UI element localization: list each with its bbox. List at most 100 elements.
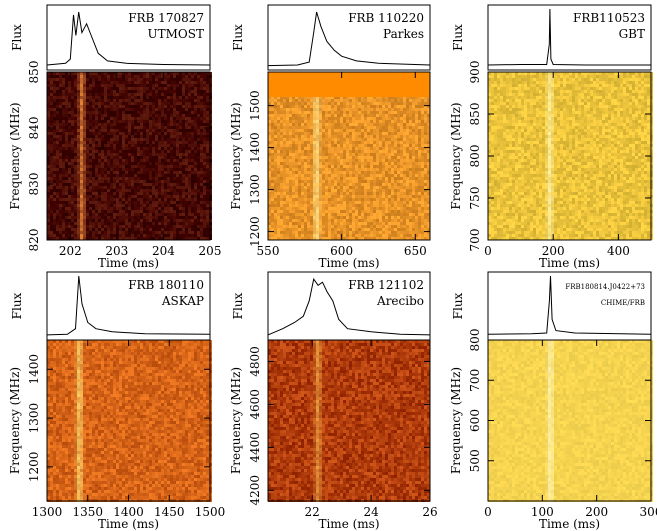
x-tick-label: 22 xyxy=(305,505,320,519)
flux-axis-label: Flux xyxy=(10,292,24,319)
x-tick-label: 600 xyxy=(330,244,353,258)
flux-profile-line xyxy=(46,275,211,336)
y-tick-label: 4600 xyxy=(248,389,262,420)
dynamic-spectrum-heatmap xyxy=(488,72,653,240)
y-axis-label: Frequency (MHz) xyxy=(449,102,463,209)
dynamic-spectrum-heatmap xyxy=(268,72,430,240)
dynamic-spectrum-heatmap xyxy=(47,72,212,240)
x-tick-label: 24 xyxy=(363,505,379,519)
x-axis-label: Time (ms) xyxy=(318,517,379,531)
x-tick-label: 400 xyxy=(607,244,630,258)
telescope-label: GBT xyxy=(619,27,645,41)
x-tick-label: 203 xyxy=(105,244,128,258)
x-tick-label: 1450 xyxy=(154,505,185,519)
y-axis-label: Frequency (MHz) xyxy=(229,102,243,209)
panel-title: FRB110523 xyxy=(573,11,645,25)
y-tick-label: 600 xyxy=(468,409,482,432)
telescope-label: ASKAP xyxy=(161,294,204,308)
y-tick-label: 1300 xyxy=(248,174,262,205)
y-tick-label: 900 xyxy=(468,61,482,84)
y-tick-label: 1500 xyxy=(248,90,262,121)
panel-title: FRB 180110 xyxy=(128,278,204,292)
flux-profile-line xyxy=(487,8,651,66)
y-axis-label: Frequency (MHz) xyxy=(8,102,22,209)
y-tick-label: 820 xyxy=(27,229,41,252)
flux-profile-line xyxy=(46,11,211,66)
flux-axis-label: Flux xyxy=(10,24,24,51)
dynamic-spectrum-heatmap xyxy=(488,340,653,502)
dynamic-spectrum-heatmap xyxy=(268,340,430,502)
x-tick-label: 650 xyxy=(404,244,427,258)
x-tick-label: 550 xyxy=(257,244,280,258)
panel-1: FRB 170827 UTMOST Flux 202 203 204 205 Time (ms… xyxy=(8,4,222,270)
y-tick-label: 800 xyxy=(468,329,482,352)
x-tick-label: 1500 xyxy=(195,505,226,519)
x-tick-label: 204 xyxy=(152,244,175,258)
panel-3: FRB110523 GBT Flux 0 200 400 Time (ms) 700 750 80… xyxy=(449,4,653,270)
flux-profile-box xyxy=(46,4,211,71)
x-tick-label: 200 xyxy=(585,505,608,519)
y-tick-label: 4400 xyxy=(248,432,262,463)
y-tick-label: 830 xyxy=(27,173,41,196)
x-tick-label: 200 xyxy=(542,244,565,258)
panel-title: FRB 170827 xyxy=(128,11,204,25)
x-axis-label: Time (ms) xyxy=(98,256,159,270)
panel-title: FRB 110220 xyxy=(348,11,424,25)
x-tick-label: 1350 xyxy=(72,505,103,519)
y-axis-label: Frequency (MHz) xyxy=(8,367,22,474)
y-tick-label: 850 xyxy=(468,103,482,126)
flux-profile-box xyxy=(46,271,211,341)
x-axis-label: Time (ms) xyxy=(539,256,600,270)
heatmap-frame xyxy=(267,71,431,241)
telescope-label: Arecibo xyxy=(376,294,424,308)
y-tick-label: 1200 xyxy=(248,216,262,247)
x-axis-label: Time (ms) xyxy=(539,517,600,531)
y-tick-label: 4200 xyxy=(248,475,262,506)
flux-profile-line xyxy=(487,275,652,335)
x-tick-label: 205 xyxy=(199,244,222,258)
flux-profile-line xyxy=(267,277,431,336)
flux-axis-label: Flux xyxy=(451,24,465,51)
x-tick-label: 300 xyxy=(640,505,657,519)
x-axis-label: Time (ms) xyxy=(98,517,159,531)
panel-title: FRB180814.J0422+73 xyxy=(565,283,645,291)
y-tick-label: 1400 xyxy=(27,354,41,385)
flux-axis-label: Flux xyxy=(231,24,245,51)
flux-profile-box xyxy=(487,271,652,341)
flux-axis-label: Flux xyxy=(451,292,465,319)
y-tick-label: 1300 xyxy=(27,403,41,434)
x-tick-label: 26 xyxy=(422,505,437,519)
y-tick-label: 500 xyxy=(468,449,482,472)
y-tick-label: 1200 xyxy=(27,452,41,483)
flux-profile-box xyxy=(487,4,652,71)
y-axis-label: Frequency (MHz) xyxy=(449,367,463,474)
y-tick-label: 750 xyxy=(468,187,482,210)
x-tick-label: 202 xyxy=(59,244,82,258)
flux-profile-box xyxy=(267,271,431,341)
x-tick-label: 1400 xyxy=(113,505,144,519)
telescope-label: UTMOST xyxy=(148,27,204,41)
y-tick-label: 700 xyxy=(468,229,482,252)
heatmap-frame xyxy=(46,71,211,241)
x-tick-label: 100 xyxy=(531,505,554,519)
panel-title: FRB 121102 xyxy=(348,278,424,292)
y-tick-label: 1400 xyxy=(248,132,262,163)
y-tick-label: 840 xyxy=(27,117,41,140)
x-tick-label: 0 xyxy=(484,505,492,519)
dynamic-spectrum-heatmap xyxy=(47,340,212,502)
x-tick-label: 0 xyxy=(484,244,492,258)
panel-4: FRB 180110 ASKAP Flux 1300 1350 1400 1450 1500 T… xyxy=(8,271,226,531)
x-tick-label: 1300 xyxy=(32,505,63,519)
flux-axis-label: Flux xyxy=(231,292,245,319)
y-tick-label: 850 xyxy=(27,61,41,84)
y-tick-label: 800 xyxy=(468,145,482,168)
y-tick-label: 4800 xyxy=(248,346,262,377)
flux-profile-line xyxy=(267,11,431,67)
flux-profile-box xyxy=(267,4,431,71)
masked-band xyxy=(268,72,430,97)
y-axis-label: Frequency (MHz) xyxy=(229,367,243,474)
panel-6: FRB180814.J0422+73 CHIME/FRB Flux 0 100 200 30… xyxy=(449,271,657,531)
telescope-label: Parkes xyxy=(383,27,424,41)
panel-2: FRB 110220 Parkes Flux 550 600 650 Time (ms) 12… xyxy=(229,4,431,270)
